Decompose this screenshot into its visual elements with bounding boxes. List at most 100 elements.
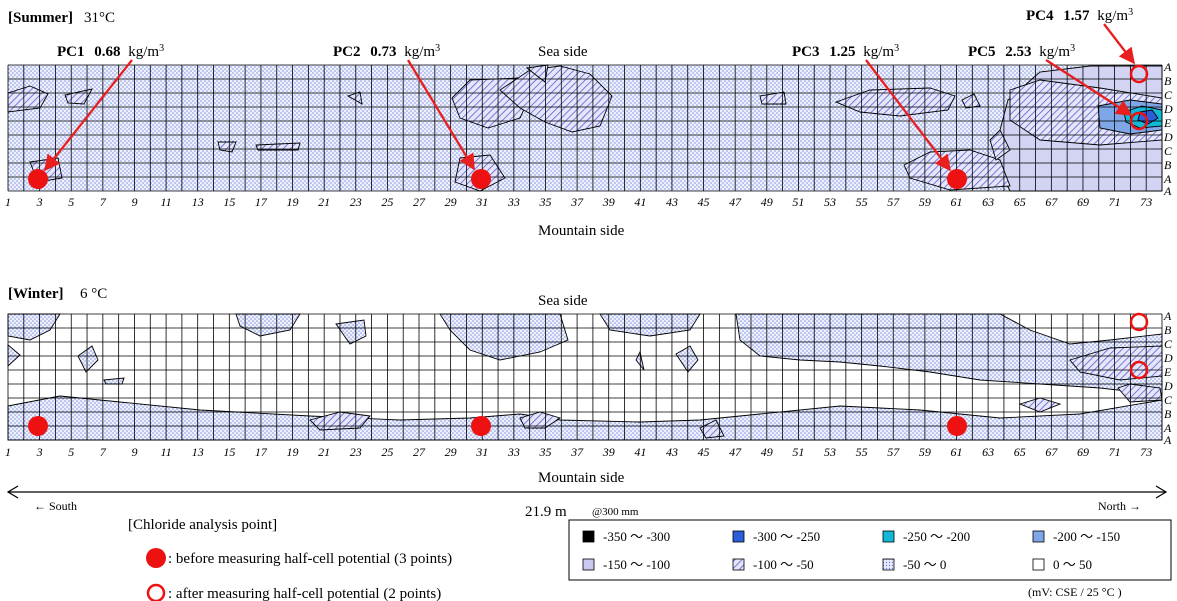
contour-region-minus50-0 — [7, 313, 61, 341]
summer-pc5-marker — [1129, 111, 1149, 131]
contour-region-minus50-0 — [7, 395, 1163, 441]
legend-swatch — [732, 530, 745, 543]
x-tick-label: 47 — [729, 195, 742, 209]
pc1-id: PC1 — [57, 44, 85, 60]
x-tick-label: 67 — [1045, 195, 1058, 209]
x-tick-label: 43 — [666, 445, 678, 459]
x-tick-label: 19 — [287, 195, 299, 209]
summer-pc3-marker — [947, 169, 967, 189]
pc3-unit-exp: 3 — [894, 43, 899, 54]
x-tick-label: 55 — [856, 445, 868, 459]
svg-text:PC1 0.68 kg/m3: PC1 0.68 kg/m3 — [57, 43, 164, 61]
x-tick-label: 7 — [100, 195, 107, 209]
svg-text:PC2 0.73 kg/m3: PC2 0.73 kg/m3 — [333, 43, 440, 61]
pc1-value: 0.68 — [94, 44, 120, 60]
x-tick-label: 29 — [445, 195, 457, 209]
pc1-arrow — [44, 59, 133, 172]
x-tick-label: 63 — [982, 195, 994, 209]
x-tick-label: 11 — [161, 195, 172, 209]
scale-left-arrowhead — [6, 485, 19, 499]
contour-region-minus100-minus50 — [255, 142, 301, 151]
row-label: A — [1163, 60, 1172, 74]
pc2-arrow — [407, 59, 475, 171]
legend-swatch — [1032, 558, 1045, 571]
x-tick-label: 65 — [1014, 195, 1026, 209]
x-tick-label: 53 — [824, 445, 836, 459]
legend-swatch — [882, 558, 895, 571]
legend-label: -150 〜 -100 — [603, 557, 670, 572]
x-tick-label: 61 — [950, 195, 962, 209]
legend-label: -350 〜 -300 — [603, 529, 670, 544]
summer-pc2-marker — [471, 169, 491, 189]
summer-pc1-marker — [28, 169, 48, 189]
x-tick-label: 53 — [824, 195, 836, 209]
x-tick-label: 55 — [856, 195, 868, 209]
x-tick-label: 9 — [131, 445, 137, 459]
winter-contour-map — [7, 313, 1163, 441]
summer-callout-arrows — [44, 23, 1135, 172]
pc1-unit: kg/m — [128, 44, 159, 60]
x-tick-label: 17 — [255, 445, 268, 459]
contour-region-minus100-minus50 — [961, 93, 981, 109]
x-tick-label: 45 — [698, 195, 710, 209]
row-label: B — [1164, 407, 1172, 421]
summer-contour-map — [7, 64, 1163, 192]
contour-region-minus100-minus50 — [699, 419, 725, 439]
south-label: ← South — [34, 499, 77, 513]
x-tick-label: 41 — [634, 195, 646, 209]
summer-analysis-markers — [28, 64, 1149, 189]
pc4-unit-exp: 3 — [1128, 7, 1133, 18]
x-tick-label: 21 — [318, 195, 330, 209]
pitch-label: @300 mm — [592, 506, 639, 518]
winter-sea-side-label: Sea side — [538, 293, 588, 309]
x-tick-label: 25 — [381, 195, 393, 209]
summer-grid — [7, 64, 1163, 192]
pc2-unit-exp: 3 — [435, 43, 440, 54]
pc5-id: PC5 — [968, 44, 996, 60]
winter-mountain-side-label: Mountain side — [538, 470, 625, 486]
contour-region-minus100-minus50 — [1117, 383, 1163, 403]
row-label: D — [1163, 102, 1173, 116]
x-tick-label: 11 — [161, 445, 172, 459]
x-tick-label: 37 — [570, 445, 584, 459]
before-point-symbol — [146, 548, 166, 568]
legend-label: -50 〜 0 — [903, 557, 946, 572]
x-tick-label: 25 — [381, 445, 393, 459]
x-tick-label: 51 — [792, 195, 804, 209]
x-tick-label: 23 — [350, 445, 362, 459]
x-tick-label: 21 — [318, 445, 330, 459]
x-tick-label: 33 — [507, 195, 520, 209]
x-tick-label: 13 — [192, 445, 204, 459]
contour-region-minus100-minus50 — [1018, 397, 1062, 413]
x-tick-label: 57 — [887, 195, 900, 209]
x-tick-label: 69 — [1077, 195, 1089, 209]
winter-temperature: 6 °C — [80, 286, 107, 302]
pc5-unit: kg/m — [1039, 44, 1070, 60]
pc4-unit: kg/m — [1097, 8, 1128, 24]
pc2-id: PC2 — [333, 44, 361, 60]
pc4-arrow — [1103, 23, 1135, 65]
x-tick-label: 73 — [1140, 445, 1152, 459]
winter-pc5-marker — [1129, 360, 1149, 380]
row-label: C — [1164, 393, 1173, 407]
summer-sea-side-label: Sea side — [538, 44, 588, 60]
pc3-label: PC3 1.25 kg/m3 — [792, 43, 899, 61]
x-tick-label: 35 — [538, 195, 551, 209]
x-tick-label: 49 — [761, 445, 773, 459]
x-tick-label: 5 — [68, 195, 74, 209]
legend-swatch — [582, 558, 595, 571]
x-tick-label: 67 — [1045, 445, 1058, 459]
winter-grid — [7, 313, 1163, 441]
contour-region-minus50-0 — [335, 319, 367, 345]
x-tick-label: 43 — [666, 195, 678, 209]
after-point-symbol — [146, 583, 166, 601]
x-tick-label: 17 — [255, 195, 268, 209]
contour-region-minus50-0 — [439, 313, 569, 361]
row-label: E — [1163, 116, 1172, 130]
svg-text:PC4 1.57 kg/m3: PC4 1.57 kg/m3 — [1026, 7, 1133, 25]
potential-legend-frame — [568, 519, 1172, 581]
x-tick-label: 45 — [698, 445, 710, 459]
pc3-value: 1.25 — [829, 44, 855, 60]
